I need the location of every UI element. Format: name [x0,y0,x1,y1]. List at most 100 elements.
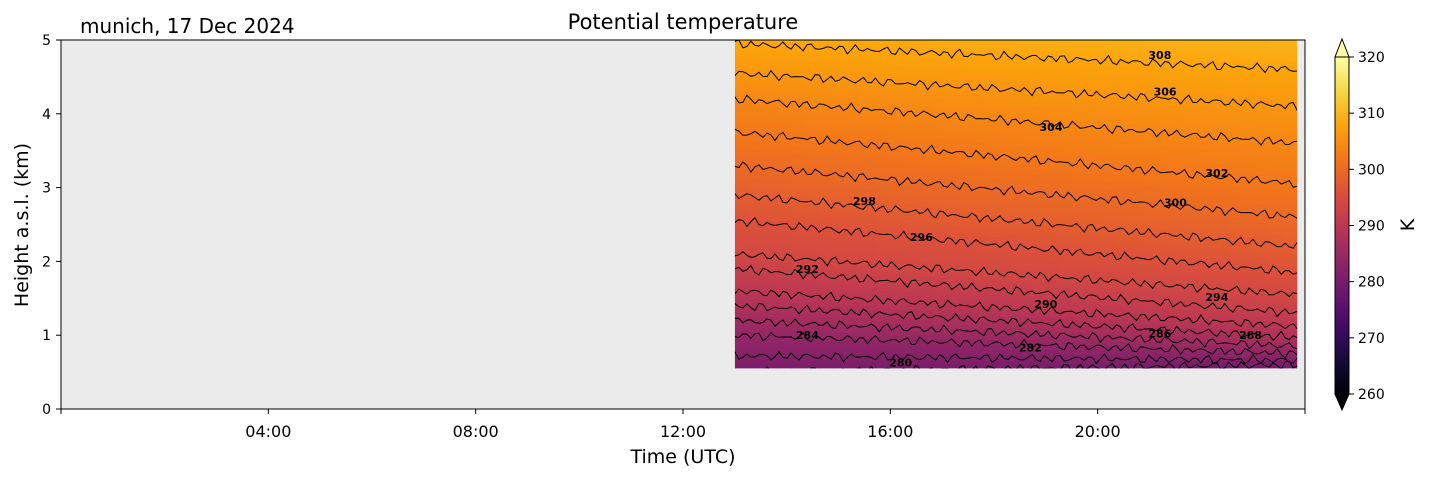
heatmap-cell [889,127,905,133]
heatmap-cell [748,255,764,260]
heatmap-cell [748,127,764,133]
heatmap-cell [1044,138,1060,143]
heatmap-cell [777,299,792,304]
heatmap-cell [1198,299,1214,304]
heatmap-cell [889,105,905,111]
heatmap-cell [1198,40,1214,45]
heatmap-cell [1100,109,1116,114]
heatmap-cell [748,58,764,63]
heatmap-cell [945,153,961,158]
heatmap-cell [762,291,778,297]
heatmap-cell [1269,200,1284,206]
heatmap-cell [1128,69,1144,74]
heatmap-cell [1030,291,1045,297]
heatmap-cell [833,255,849,260]
heatmap-cell [1114,167,1130,173]
heatmap-cell [1226,273,1242,278]
heatmap-cell [847,284,863,289]
heatmap-cell [847,76,863,81]
heatmap-cell [1058,175,1074,180]
heatmap-cell [847,258,863,264]
heatmap-cell [1184,80,1200,85]
heatmap-cell [734,149,750,154]
heatmap-cell [1269,105,1284,111]
heatmap-cell [1016,288,1031,293]
heatmap-cell [959,222,975,227]
heatmap-cell [1044,262,1060,268]
heatmap-cell [1269,229,1284,235]
heatmap-cell [748,105,764,111]
heatmap-cell [1283,313,1298,319]
heatmap-cell [1212,182,1228,187]
heatmap-cell [889,215,905,220]
heatmap-cell [1198,142,1214,147]
heatmap-cell [1072,331,1088,337]
heatmap-cell [1086,258,1102,264]
heatmap-cell [1030,204,1045,209]
heatmap-cell [1212,40,1228,45]
heatmap-cell [805,229,820,235]
heatmap-cell [973,328,989,333]
heatmap-cell [833,266,849,271]
heatmap-cell [819,145,835,151]
heatmap-cell [945,127,961,133]
heatmap-cell [762,244,778,249]
heatmap-cell [762,189,778,195]
heatmap-cell [1283,233,1298,238]
heatmap-cell [1170,251,1186,257]
heatmap-cell [959,40,975,45]
heatmap-cell [1044,258,1060,264]
heatmap-cell [805,164,820,169]
heatmap-cell [1030,200,1045,206]
heatmap-cell [1198,193,1214,198]
heatmap-cell [1255,178,1270,184]
heatmap-cell [1086,149,1102,154]
heatmap-cell [791,255,806,260]
heatmap-cell [805,50,820,56]
heatmap-cell [1212,331,1228,337]
heatmap-cell [777,65,792,70]
heatmap-cell [833,331,849,337]
heatmap-cell [1072,335,1088,341]
heatmap-cell [959,361,975,366]
heatmap-cell [1058,288,1074,293]
heatmap-cell [1170,204,1186,209]
heatmap-cell [762,193,778,198]
heatmap-cell [1030,331,1045,337]
heatmap-cell [861,69,877,74]
heatmap-cell [1100,284,1116,289]
heatmap-cell [1072,247,1088,253]
heatmap-cell [1001,284,1017,289]
heatmap-cell [861,331,877,337]
heatmap-cell [1198,317,1214,322]
heatmap-cell [875,175,891,180]
heatmap-cell [791,218,806,224]
heatmap-cell [1156,295,1172,300]
heatmap-cell [1212,69,1228,74]
heatmap-cell [762,364,778,369]
heatmap-cell [959,277,975,282]
heatmap-cell [791,222,806,227]
heatmap-cell [973,91,989,96]
heatmap-cell [959,350,975,355]
heatmap-cell [1156,207,1172,213]
heatmap-cell [1240,255,1256,260]
heatmap-cell [1198,98,1214,103]
heatmap-cell [1156,200,1172,206]
heatmap-cell [1100,193,1116,198]
heatmap-cell [903,58,919,63]
heatmap-cell [1114,175,1130,180]
heatmap-cell [1072,145,1088,151]
heatmap-cell [1016,189,1031,195]
heatmap-cell [1016,80,1031,85]
heatmap-cell [1255,310,1270,315]
heatmap-cell [1198,182,1214,187]
heatmap-cell [1072,269,1088,275]
heatmap-cell [1156,269,1172,275]
heatmap-cell [1142,196,1158,202]
heatmap-cell [931,76,947,81]
heatmap-cell [903,280,919,286]
heatmap-cell [1170,244,1186,249]
heatmap-cell [903,306,919,311]
heatmap-cell [833,127,849,133]
